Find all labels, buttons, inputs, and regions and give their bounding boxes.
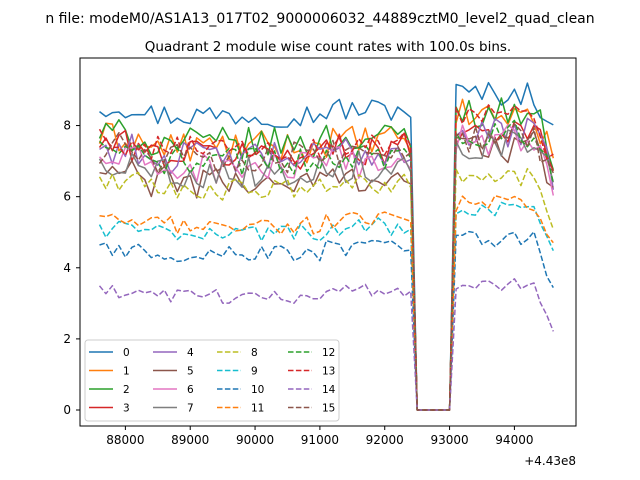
legend-label: 10 [251, 384, 264, 396]
y-tick-label: 0 [63, 403, 71, 417]
x-axis-ticks: 88000 89000 90000 91000 92000 93000 94000 [106, 426, 533, 447]
series-line-4 [99, 117, 555, 411]
legend-label: 7 [187, 403, 194, 415]
x-tick-label: 94000 [495, 433, 533, 447]
legend-label: 4 [187, 347, 194, 359]
legend-label: 8 [251, 347, 258, 359]
series-line-7 [98, 129, 555, 411]
series-line-10 [99, 230, 554, 411]
legend-label: 6 [187, 384, 194, 396]
series-line-5 [99, 130, 554, 411]
legend-label: 2 [123, 384, 130, 396]
y-tick-label: 8 [63, 119, 71, 133]
legend-label: 15 [322, 403, 335, 415]
series-line-11 [99, 194, 554, 411]
x-tick-label: 90000 [236, 433, 274, 447]
series-layer [98, 81, 555, 411]
series-line-13 [98, 104, 554, 411]
legend-label: 9 [251, 366, 258, 378]
legend-label: 1 [123, 366, 130, 378]
legend-label: 3 [123, 403, 130, 415]
series-line-0 [99, 81, 554, 411]
legend-label: 14 [322, 384, 336, 396]
legend-label: 0 [123, 347, 130, 359]
x-tick-label: 88000 [106, 433, 144, 447]
x-tick-label: 92000 [366, 433, 404, 447]
y-tick-label: 6 [63, 190, 71, 204]
legend-label: 12 [322, 347, 335, 359]
series-line-14 [98, 278, 554, 411]
series-line-6 [98, 124, 555, 411]
legend-label: 13 [322, 366, 335, 378]
y-tick-label: 2 [63, 332, 71, 346]
x-axis-offset-label: +4.43e8 [524, 454, 576, 468]
axes-frame [79, 57, 577, 427]
x-tick-label: 89000 [171, 433, 209, 447]
y-tick-label: 4 [63, 261, 71, 275]
legend-label: 5 [187, 366, 194, 378]
y-axis-ticks: 0 2 4 6 8 [63, 119, 80, 417]
series-line-12 [98, 119, 555, 411]
x-tick-label: 93000 [430, 433, 468, 447]
series-line-3 [98, 120, 554, 411]
x-tick-label: 91000 [301, 433, 339, 447]
series-line-8 [98, 167, 555, 411]
figure-suptitle: n file: modeM0/AS1A13_017T02_9000006032_… [45, 11, 594, 27]
legend-box [84, 339, 340, 422]
chart-title: Quadrant 2 module wise count rates with … [145, 39, 511, 55]
legend-label: 11 [251, 403, 264, 415]
series-line-9 [98, 201, 554, 411]
